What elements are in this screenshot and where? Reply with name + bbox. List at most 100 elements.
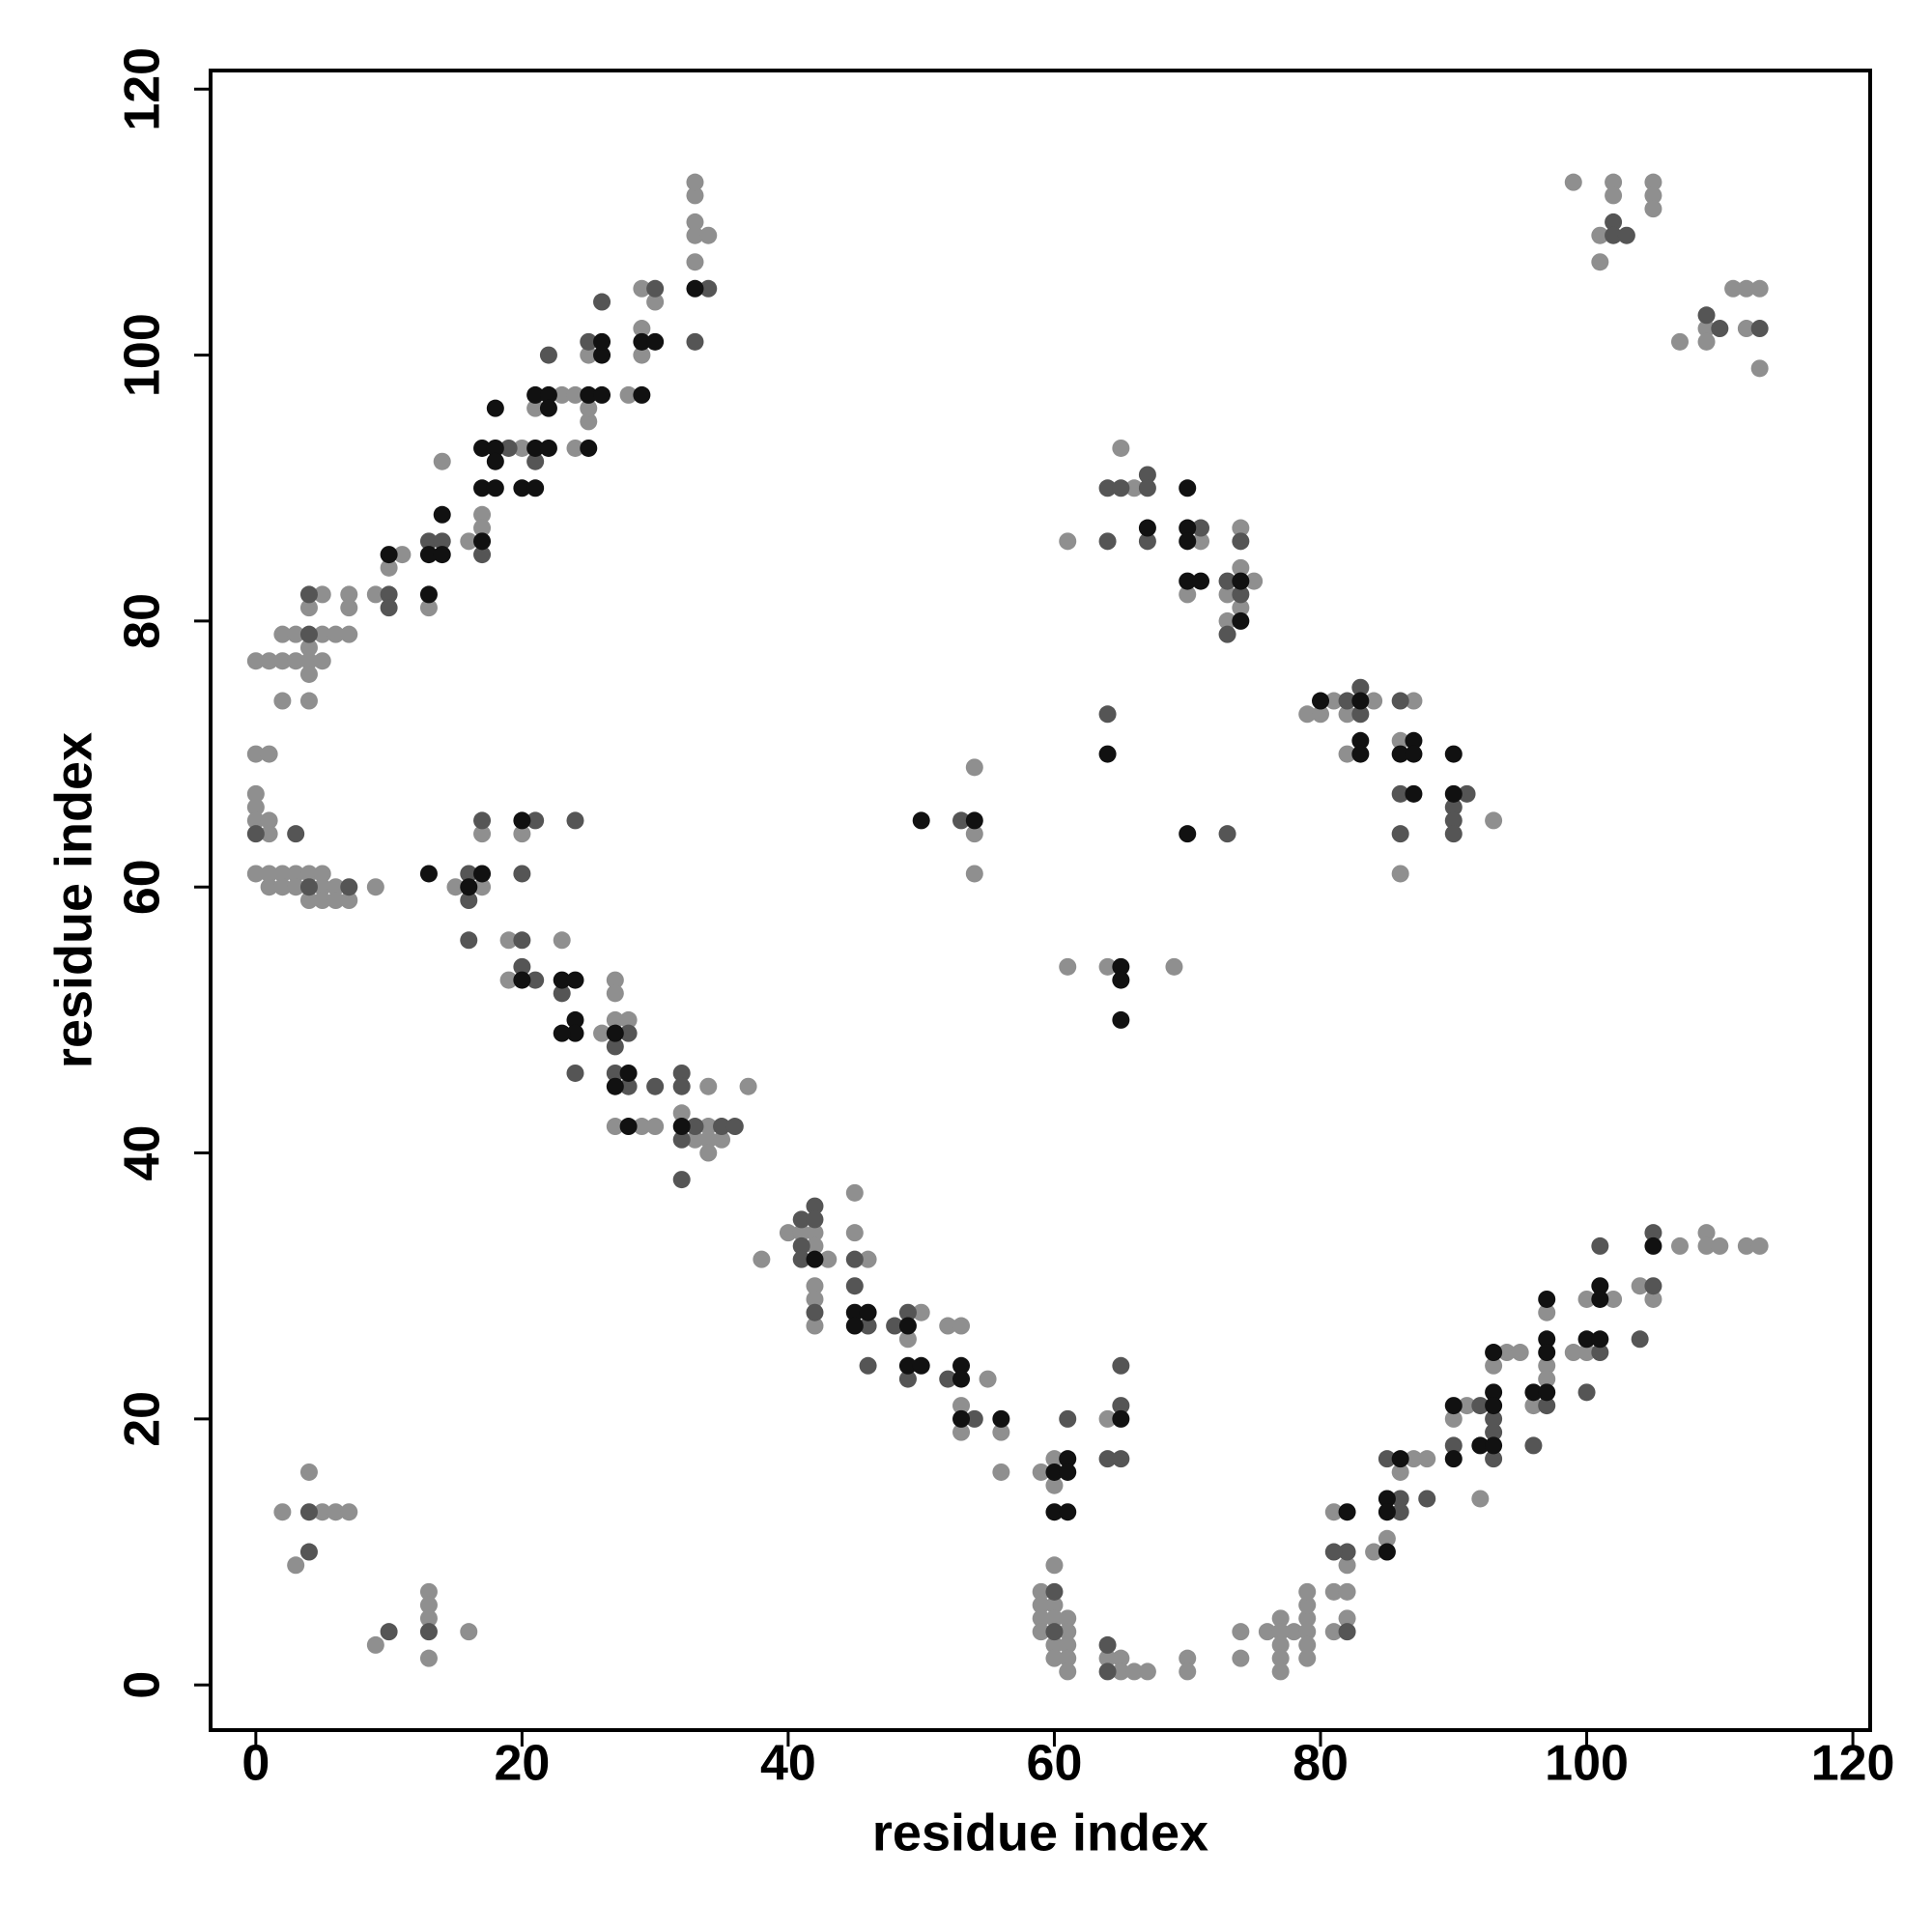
point [1605, 226, 1623, 244]
point [580, 332, 598, 351]
point [1391, 692, 1409, 710]
point [619, 1077, 638, 1095]
point [366, 1635, 384, 1654]
point [1112, 1356, 1130, 1375]
point [806, 1197, 824, 1215]
point [1098, 1662, 1117, 1681]
point [1098, 532, 1117, 551]
point [526, 439, 545, 457]
point [1538, 1330, 1556, 1349]
point [646, 293, 665, 311]
point [246, 745, 265, 763]
point [1391, 784, 1409, 803]
point [1591, 1330, 1609, 1349]
point [299, 652, 318, 670]
point [1485, 1344, 1503, 1362]
point [1338, 1556, 1356, 1575]
point [1338, 1609, 1356, 1628]
point [1232, 532, 1250, 551]
point [606, 1077, 624, 1095]
point [939, 1317, 957, 1335]
point [340, 892, 358, 909]
point [1471, 1436, 1490, 1455]
point [460, 865, 478, 883]
point [1391, 1450, 1409, 1468]
y-tick-label: 40 [115, 1125, 171, 1181]
point [806, 1317, 824, 1335]
point [1697, 306, 1716, 325]
point [1045, 1635, 1064, 1654]
point [246, 811, 265, 830]
point [1179, 519, 1197, 537]
point [1179, 572, 1197, 590]
point [433, 532, 451, 551]
point [419, 1623, 438, 1641]
point [499, 439, 518, 457]
point [1605, 213, 1623, 231]
point [260, 652, 278, 670]
point [273, 878, 292, 896]
point [1045, 1556, 1064, 1575]
point [699, 1077, 718, 1095]
point [1485, 811, 1503, 830]
point [580, 399, 598, 417]
point [1098, 705, 1117, 724]
point [499, 971, 518, 989]
point [672, 1171, 691, 1189]
point [725, 1118, 744, 1136]
point [1644, 200, 1662, 218]
point [1605, 1290, 1623, 1308]
point [1564, 1344, 1582, 1362]
point [1112, 479, 1130, 497]
point [739, 1077, 757, 1095]
point [473, 505, 492, 524]
point [646, 332, 665, 351]
point [1365, 692, 1383, 710]
point [1059, 532, 1077, 551]
point [299, 1503, 318, 1521]
point [419, 546, 438, 564]
point [1032, 1623, 1050, 1641]
point [1165, 957, 1183, 976]
point [965, 865, 983, 883]
point [1485, 1450, 1503, 1468]
point [1232, 1623, 1250, 1641]
point [606, 971, 624, 989]
point [1591, 226, 1609, 244]
point [686, 279, 704, 298]
point [1644, 1277, 1662, 1295]
point [419, 1649, 438, 1667]
point [1285, 1623, 1303, 1641]
point [1045, 1582, 1064, 1601]
point [1232, 1649, 1250, 1667]
point [553, 931, 571, 950]
point [633, 346, 651, 364]
point [1112, 1409, 1130, 1428]
point [1232, 611, 1250, 630]
point [1232, 572, 1250, 590]
point [1538, 1290, 1556, 1308]
point [1591, 1344, 1609, 1362]
point [699, 226, 718, 244]
point [1271, 1609, 1290, 1628]
point [513, 825, 531, 843]
point [287, 825, 305, 843]
point [1179, 585, 1197, 604]
point [1098, 745, 1117, 763]
point [898, 1317, 917, 1335]
point [539, 346, 557, 364]
point [513, 957, 531, 976]
point [446, 878, 465, 896]
point [273, 1503, 292, 1521]
point [553, 1024, 571, 1042]
point [1338, 1623, 1356, 1641]
point [313, 1503, 331, 1521]
x-tick-label: 20 [494, 1736, 550, 1792]
point [460, 931, 478, 950]
point [526, 385, 545, 404]
point [473, 825, 492, 843]
point [1112, 1662, 1130, 1681]
point [580, 385, 598, 404]
point [419, 599, 438, 617]
point [1564, 173, 1582, 191]
